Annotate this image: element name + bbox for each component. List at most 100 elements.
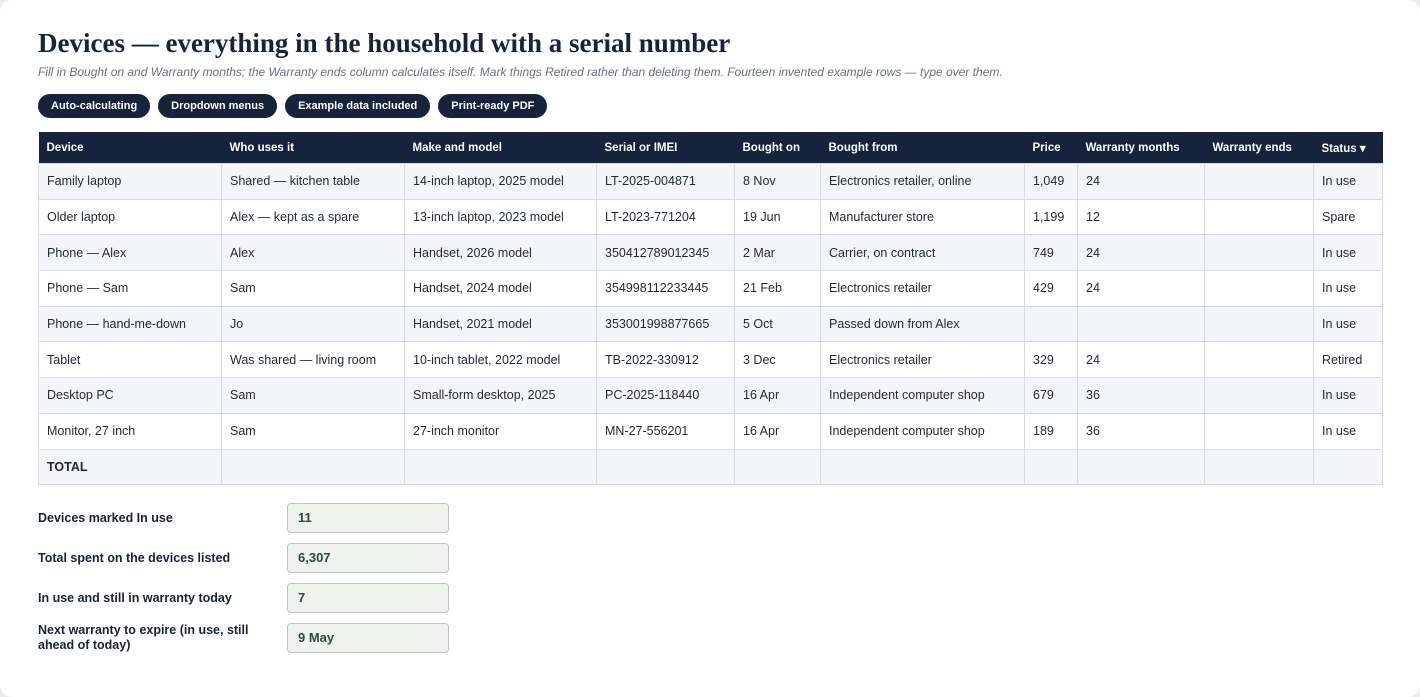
table-cell[interactable]: Alex <box>221 234 405 272</box>
table-cell[interactable]: Phone — hand-me-down <box>38 305 222 343</box>
table-cell[interactable] <box>1077 305 1205 343</box>
table-cell[interactable]: 19 Jun <box>734 198 821 236</box>
table-cell[interactable]: 354998112233445 <box>596 270 735 307</box>
table-cell <box>820 448 1025 486</box>
table-cell[interactable]: In use <box>1313 377 1383 414</box>
table-cell[interactable]: TB-2022-330912 <box>596 341 735 379</box>
table-cell[interactable]: Small-form desktop, 2025 <box>404 377 597 414</box>
table-cell[interactable]: 429 <box>1024 270 1078 307</box>
table-cell[interactable]: 16 Apr <box>734 377 821 414</box>
device-table: Device Who uses it Make and model Serial or… <box>38 132 1383 486</box>
table-cell <box>221 448 405 486</box>
table-cell[interactable]: PC-2025-118440 <box>596 377 735 414</box>
table-cell[interactable]: Family laptop <box>38 163 222 200</box>
table-cell[interactable]: Spare <box>1313 198 1383 236</box>
table-cell[interactable] <box>1204 305 1314 343</box>
table-cell[interactable]: 679 <box>1024 377 1078 414</box>
summary-label: Devices marked In use <box>38 510 173 525</box>
table-cell[interactable]: Handset, 2024 model <box>404 270 597 307</box>
table-cell[interactable]: 13-inch laptop, 2023 model <box>404 198 597 236</box>
table-cell[interactable]: 10-inch tablet, 2022 model <box>404 341 597 379</box>
table-cell[interactable]: 8 Nov <box>734 163 821 200</box>
table-cell[interactable]: In use <box>1313 412 1383 450</box>
table-cell[interactable]: 36 <box>1077 412 1205 450</box>
table-cell[interactable]: Was shared — living room <box>221 341 405 379</box>
table-cell[interactable]: Jo <box>221 305 405 343</box>
table-cell[interactable]: In use <box>1313 305 1383 343</box>
table-cell[interactable]: In use <box>1313 270 1383 307</box>
column-header: Serial or IMEI <box>596 132 735 164</box>
table-cell[interactable]: 749 <box>1024 234 1078 272</box>
table-cell[interactable]: 24 <box>1077 234 1205 272</box>
table-cell[interactable] <box>1204 377 1314 414</box>
table-cell[interactable]: In use <box>1313 163 1383 200</box>
table-cell[interactable]: Older laptop <box>38 198 222 236</box>
table-cell[interactable]: Monitor, 27 inch <box>38 412 222 450</box>
table-cell[interactable]: Sam <box>221 412 405 450</box>
table-cell[interactable]: 21 Feb <box>734 270 821 307</box>
table-cell <box>404 448 597 486</box>
table-cell[interactable]: 24 <box>1077 341 1205 379</box>
table-cell[interactable]: Alex — kept as a spare <box>221 198 405 236</box>
summary-value: 7 <box>287 583 449 613</box>
table-cell[interactable] <box>1204 270 1314 307</box>
table-cell[interactable]: 1,049 <box>1024 163 1078 200</box>
table-cell[interactable]: 24 <box>1077 270 1205 307</box>
table-cell[interactable]: MN-27-556201 <box>596 412 735 450</box>
table-cell[interactable]: Handset, 2021 model <box>404 305 597 343</box>
table-cell[interactable]: Independent computer shop <box>820 412 1025 450</box>
table-cell[interactable]: Sam <box>221 270 405 307</box>
column-header: Bought on <box>734 132 821 164</box>
table-cell[interactable]: 36 <box>1077 377 1205 414</box>
table-cell[interactable]: Electronics retailer, online <box>820 163 1025 200</box>
table-cell[interactable]: Phone — Alex <box>38 234 222 272</box>
table-row: Family laptop Shared — kitchen table 14-in… <box>38 163 1383 200</box>
table-cell[interactable] <box>1204 163 1314 200</box>
summary-item: Total spent on the devices listed 6,307 <box>38 543 449 573</box>
table-cell[interactable] <box>1204 412 1314 450</box>
table-cell[interactable]: Carrier, on contract <box>820 234 1025 272</box>
table-cell[interactable]: Retired <box>1313 341 1383 379</box>
table-cell[interactable]: 2 Mar <box>734 234 821 272</box>
table-row: Phone — hand-me-down Jo Handset, 2021 mode… <box>38 305 1383 343</box>
table-cell[interactable] <box>1204 341 1314 379</box>
table-cell[interactable]: Tablet <box>38 341 222 379</box>
table-cell[interactable]: LT-2025-004871 <box>596 163 735 200</box>
table-cell[interactable]: LT-2023-771204 <box>596 198 735 236</box>
table-cell[interactable]: In use <box>1313 234 1383 272</box>
table-cell[interactable]: 350412789012345 <box>596 234 735 272</box>
table-row: Monitor, 27 inch Sam 27-inch monitor MN-27-… <box>38 412 1383 450</box>
summary-label: Next warranty to expire (in use, still a… <box>38 623 249 652</box>
table-cell[interactable]: 12 <box>1077 198 1205 236</box>
table-cell[interactable]: Desktop PC <box>38 377 222 414</box>
tag: Print-ready PDF <box>438 94 548 118</box>
table-cell[interactable] <box>1024 305 1078 343</box>
table-cell[interactable] <box>1204 198 1314 236</box>
table-cell[interactable]: Electronics retailer <box>820 341 1025 379</box>
table-cell[interactable]: Passed down from Alex <box>820 305 1025 343</box>
table-cell <box>734 448 821 486</box>
table-cell[interactable]: 5 Oct <box>734 305 821 343</box>
table-cell[interactable]: 27-inch monitor <box>404 412 597 450</box>
table-cell[interactable]: Electronics retailer <box>820 270 1025 307</box>
table-cell[interactable] <box>1204 234 1314 272</box>
table-cell[interactable]: 329 <box>1024 341 1078 379</box>
table-cell[interactable]: Sam <box>221 377 405 414</box>
table-cell[interactable]: 16 Apr <box>734 412 821 450</box>
table-cell[interactable]: Shared — kitchen table <box>221 163 405 200</box>
table-cell[interactable]: Independent computer shop <box>820 377 1025 414</box>
table-cell[interactable]: Phone — Sam <box>38 270 222 307</box>
table-cell[interactable]: Handset, 2026 model <box>404 234 597 272</box>
table-cell[interactable]: 353001998877665 <box>596 305 735 343</box>
column-header: Bought from <box>820 132 1025 164</box>
table-cell[interactable]: 24 <box>1077 163 1205 200</box>
table-row: Desktop PC Sam Small-form desktop, 2025 PC-… <box>38 377 1383 414</box>
table-row: Phone — Sam Sam Handset, 2024 model 3549981… <box>38 270 1383 307</box>
table-cell[interactable]: 1,199 <box>1024 198 1078 236</box>
column-header[interactable]: Status ▾ <box>1313 132 1383 164</box>
total-row: TOTAL <box>38 448 1383 486</box>
table-cell[interactable]: 3 Dec <box>734 341 821 379</box>
table-cell[interactable]: Manufacturer store <box>820 198 1025 236</box>
table-cell[interactable]: 14-inch laptop, 2025 model <box>404 163 597 200</box>
table-cell[interactable]: 189 <box>1024 412 1078 450</box>
